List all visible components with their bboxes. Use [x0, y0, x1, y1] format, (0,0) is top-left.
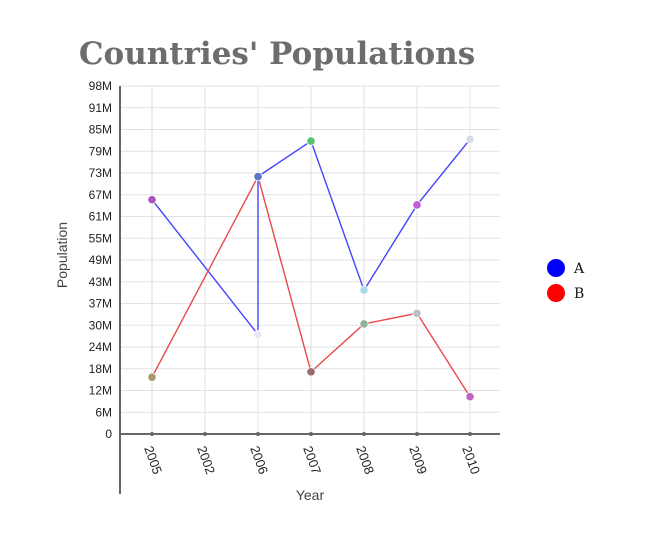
series-markers	[147, 134, 475, 402]
data-point-B	[253, 171, 263, 182]
x-tick-label: 2008	[353, 444, 377, 476]
data-point-A	[359, 285, 369, 295]
x-tick-label: 2002	[194, 444, 218, 476]
x-axis-label: Year	[296, 487, 325, 503]
series-line-B	[151, 174, 471, 398]
legend-label-B: B	[574, 286, 584, 302]
x-tick-label: 2009	[406, 444, 430, 476]
chart-title: Countries' Populations	[79, 36, 475, 72]
y-tick-label: 79M	[89, 144, 112, 158]
y-axis-label: Population	[54, 222, 70, 288]
legend-swatch-A	[547, 259, 565, 277]
y-tick-label: 37M	[89, 297, 112, 311]
grid	[120, 85, 500, 434]
data-point-A	[306, 136, 316, 146]
data-point-A	[412, 200, 422, 210]
data-point-A	[465, 134, 475, 144]
y-tick-label: 61M	[89, 210, 112, 224]
x-tick-label: 2010	[459, 444, 483, 476]
data-point-B	[147, 372, 157, 382]
y-tick-label: 0	[105, 427, 112, 441]
data-point-A	[253, 329, 263, 340]
y-tick-label: 6M	[95, 405, 112, 419]
y-axis-ticks: 0 6M 12M 18M 24M 30M 37M 43M 49M 55M 61M 67M 73M 79M 8…	[89, 79, 113, 441]
x-tick-label: 2005	[141, 444, 165, 476]
x-tick-label: 2006	[247, 444, 271, 476]
x-axis-ticks: 2005 2002 2006 2007 2008 2009 2010	[141, 432, 483, 476]
data-point-B	[359, 319, 369, 329]
y-tick-label: 12M	[89, 384, 112, 398]
data-point-A	[147, 195, 157, 205]
legend: AB	[547, 259, 585, 302]
x-tick-label: 2007	[300, 444, 324, 476]
data-point-B	[412, 308, 422, 318]
y-tick-label: 24M	[89, 340, 112, 354]
legend-swatch-B	[547, 284, 565, 302]
data-point-B	[465, 392, 475, 402]
y-tick-label: 67M	[89, 188, 112, 202]
y-tick-label: 18M	[89, 362, 112, 376]
y-tick-label: 49M	[89, 253, 112, 267]
y-tick-label: 30M	[89, 318, 112, 332]
y-tick-label: 85M	[89, 123, 112, 137]
y-tick-label: 73M	[89, 166, 112, 180]
y-tick-label: 55M	[89, 231, 112, 245]
data-point-B	[306, 367, 316, 377]
y-tick-label: 43M	[89, 275, 112, 289]
y-tick-label: 98M	[89, 79, 112, 93]
y-tick-label: 91M	[89, 101, 112, 115]
legend-label-A: A	[573, 261, 585, 277]
